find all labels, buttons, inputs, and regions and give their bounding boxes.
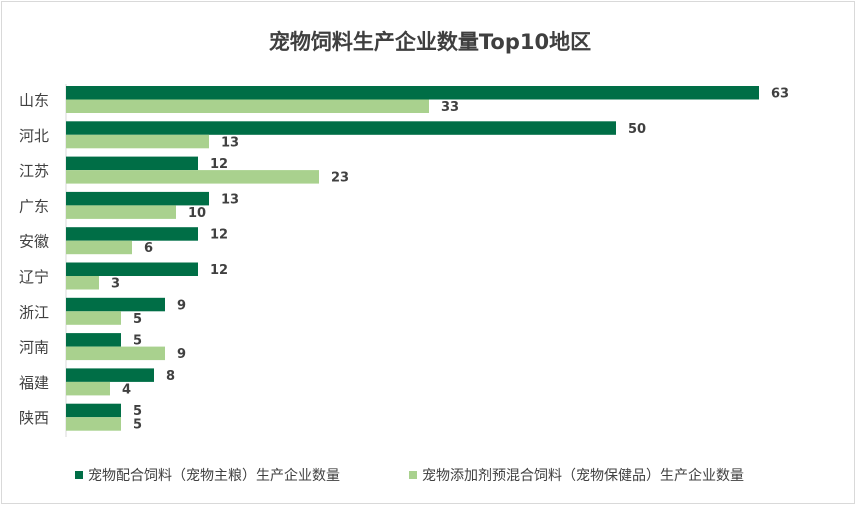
legend-swatch-premix [409, 471, 417, 479]
legend-label-premix: 宠物添加剂预混合饲料（宠物保健品）生产企业数量 [422, 467, 744, 484]
data-label: 63 [771, 87, 789, 102]
bar-main-food [66, 262, 198, 276]
category-label: 河北 [19, 127, 49, 145]
data-label: 9 [177, 347, 186, 362]
data-label: 23 [331, 171, 349, 186]
bar-main-food [66, 368, 154, 382]
category-label: 山东 [19, 92, 49, 110]
data-label: 12 [210, 228, 228, 243]
data-label: 5 [133, 418, 142, 433]
category-label: 广东 [19, 197, 49, 215]
bar-premix [66, 99, 429, 113]
data-label: 10 [188, 206, 206, 221]
bar-main-food [66, 227, 198, 241]
category-label: 福建 [19, 374, 49, 392]
data-label: 4 [122, 382, 131, 397]
chart-title: 宠物饲料生产企业数量Top10地区 [269, 30, 591, 54]
data-label: 33 [441, 100, 459, 115]
data-label: 5 [133, 334, 142, 349]
bar-main-food [66, 403, 121, 418]
bar-premix [66, 276, 99, 290]
data-label: 12 [210, 157, 228, 172]
data-label: 5 [133, 312, 142, 327]
data-label: 6 [144, 241, 153, 256]
bar-main-food [66, 121, 616, 135]
category-label: 浙江 [19, 303, 49, 321]
data-label: 50 [628, 122, 646, 137]
bar-main-food [66, 191, 209, 206]
bar-premix [66, 417, 121, 431]
bars-group [66, 86, 759, 431]
data-label: 9 [177, 298, 186, 313]
bar-premix [66, 346, 165, 361]
bar-main-food [66, 297, 165, 312]
bar-premix [66, 134, 209, 149]
legend-label-main-food: 宠物配合饲料（宠物主粮）生产企业数量 [88, 467, 340, 484]
data-label: 3 [111, 277, 120, 292]
bar-main-food [66, 333, 121, 347]
data-label: 8 [166, 369, 175, 384]
legend: 宠物配合饲料（宠物主粮）生产企业数量 宠物添加剂预混合饲料（宠物保健品）生产企业… [75, 467, 744, 484]
bar-main-food [66, 86, 759, 100]
bar-premix [66, 381, 110, 396]
category-label: 辽宁 [19, 268, 49, 286]
category-label: 河南 [19, 339, 49, 357]
category-label: 安徽 [19, 233, 49, 251]
data-label: 5 [133, 404, 142, 419]
bar-premix [66, 205, 176, 219]
bar-main-food [66, 156, 198, 171]
legend-swatch-main-food [75, 471, 83, 479]
category-label: 陕西 [19, 409, 49, 427]
bar-premix [66, 311, 121, 325]
data-label: 12 [210, 263, 228, 278]
bar-premix [66, 240, 132, 255]
data-label: 13 [221, 135, 239, 150]
category-label: 江苏 [19, 162, 49, 180]
data-label: 13 [221, 192, 239, 207]
bar-premix [66, 170, 319, 184]
